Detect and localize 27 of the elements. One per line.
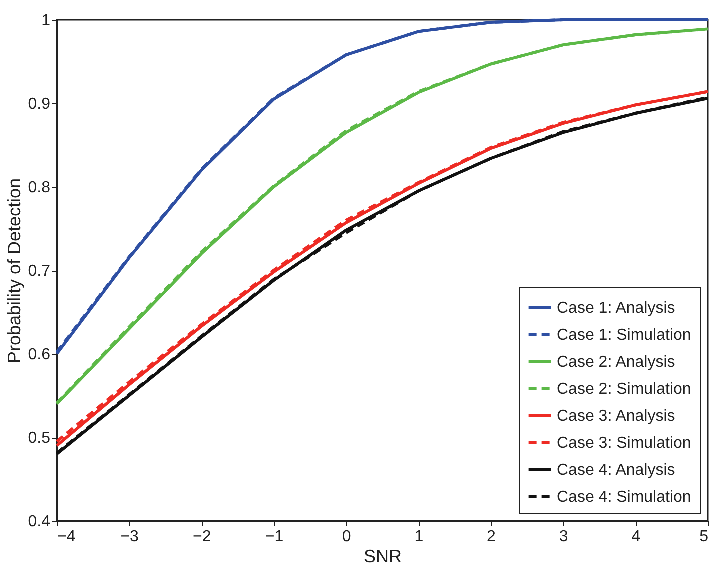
- legend-label: Case 2: Analysis: [557, 354, 676, 371]
- x-tick-label: 2: [487, 528, 496, 546]
- y-tick-label: 0.5: [28, 430, 51, 447]
- legend-label: Case 1: Simulation: [557, 327, 692, 344]
- x-tick-label: 3: [559, 528, 568, 546]
- x-tick-label: 4: [632, 528, 641, 546]
- y-tick-label: 1: [42, 12, 51, 30]
- x-tick-label: −4: [58, 528, 76, 546]
- legend-label: Case 3: Analysis: [557, 408, 676, 425]
- y-tick-label: 0.7: [28, 263, 51, 280]
- x-tick-label: 1: [414, 528, 424, 546]
- x-tick-label: 5: [700, 528, 709, 546]
- y-tick-label: 0.4: [28, 514, 51, 530]
- x-tick-label: −2: [193, 528, 212, 546]
- legend-label: Case 4: Analysis: [557, 462, 676, 479]
- x-tick-label: −3: [120, 528, 140, 546]
- y-tick-label: 0.8: [28, 180, 51, 196]
- y-tick-label: 0.9: [28, 96, 51, 113]
- y-axis-title: Probability of Detection: [4, 178, 24, 364]
- legend-label: Case 1: Analysis: [557, 300, 676, 317]
- legend-label: Case 2: Simulation: [557, 381, 692, 398]
- legend-label: Case 4: Simulation: [557, 489, 692, 506]
- legend-label: Case 3: Simulation: [557, 435, 692, 452]
- y-tick-label: 0.6: [28, 346, 51, 364]
- x-axis-title: SNR: [364, 546, 402, 566]
- x-tick-label: 0: [342, 528, 352, 546]
- x-tick-label: −1: [265, 528, 284, 546]
